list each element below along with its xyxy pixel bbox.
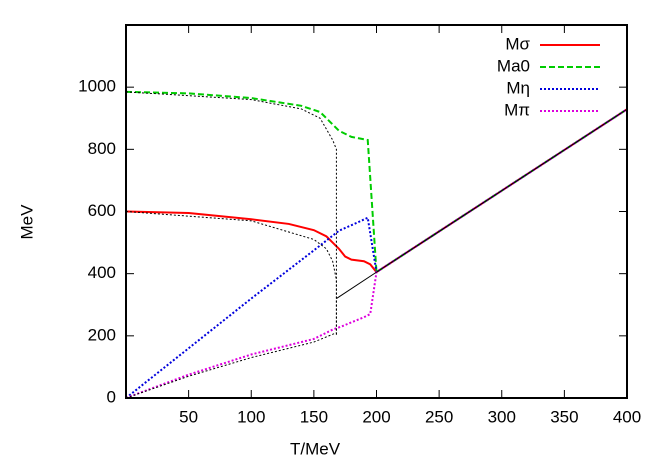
- series-line: [125, 108, 628, 274]
- x-tick-label: 350: [550, 407, 578, 426]
- y-tick-label: 600: [88, 201, 116, 220]
- x-tick-label: 100: [237, 407, 265, 426]
- y-tick-label: 1000: [78, 77, 116, 96]
- x-tick-label: 200: [362, 407, 390, 426]
- y-tick-label: 400: [88, 263, 116, 282]
- y-tick-label: 200: [88, 325, 116, 344]
- series-line: [125, 108, 628, 399]
- legend-label: Ma0: [497, 56, 530, 75]
- series-line: [125, 108, 628, 399]
- series-line: [336, 108, 628, 299]
- y-axis-label: MeV: [17, 204, 36, 240]
- legend-label: Mπ: [504, 100, 530, 119]
- legend-label: Mσ: [505, 34, 530, 53]
- series-line: [125, 332, 337, 399]
- x-tick-label: 400: [613, 407, 641, 426]
- y-tick-label: 800: [88, 139, 116, 158]
- y-tick-label: 0: [107, 387, 116, 406]
- legend-label: Mη: [506, 78, 530, 97]
- x-tick-label: 300: [488, 407, 516, 426]
- x-axis-label: T/MeV: [290, 439, 341, 458]
- series-line: [125, 211, 337, 336]
- series-line: [125, 91, 337, 336]
- x-tick-label: 150: [300, 407, 328, 426]
- x-tick-label: 50: [179, 407, 198, 426]
- series-line: [125, 90, 628, 274]
- plot-frame: [125, 24, 628, 399]
- x-tick-label: 250: [425, 407, 453, 426]
